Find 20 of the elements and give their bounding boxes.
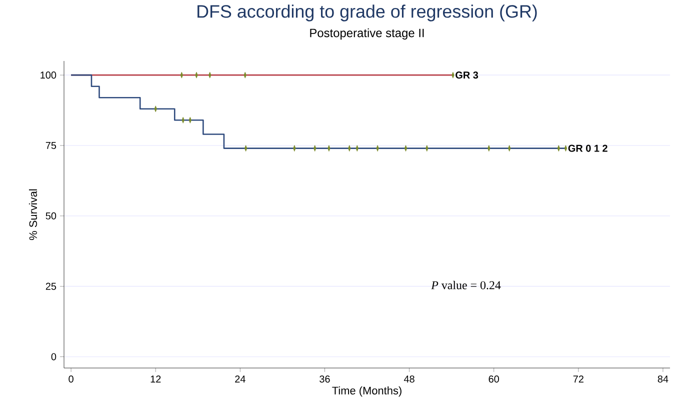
y-tick-label: 0 [51,353,56,360]
y-tick-label: 50 [46,212,56,220]
x-tick-label: 24 [235,376,246,382]
series-label: GR 0 1 2 [568,144,608,152]
y-tick-label: 25 [46,282,56,290]
x-tick-label: 12 [150,376,161,382]
x-axis-title: Time (Months) [332,386,402,397]
x-tick-label: 84 [658,376,668,383]
x-tick-label: 0 [68,376,74,383]
y-tick-label: 75 [46,142,56,149]
y-tick-label: 100 [40,72,56,79]
y-axis-title: % Survival [28,189,38,240]
x-tick-label: 48 [404,376,414,383]
chart-subtitle: Postoperative stage II [310,28,424,40]
x-tick-label: 60 [488,376,499,383]
annotation: P value = 0.24 [431,280,501,290]
chart-title: DFS according to grade of regression (GR) [198,4,537,22]
x-tick-label: 72 [573,376,584,382]
series-label: GR 3 [456,72,478,79]
x-tick-label: 36 [320,376,330,383]
